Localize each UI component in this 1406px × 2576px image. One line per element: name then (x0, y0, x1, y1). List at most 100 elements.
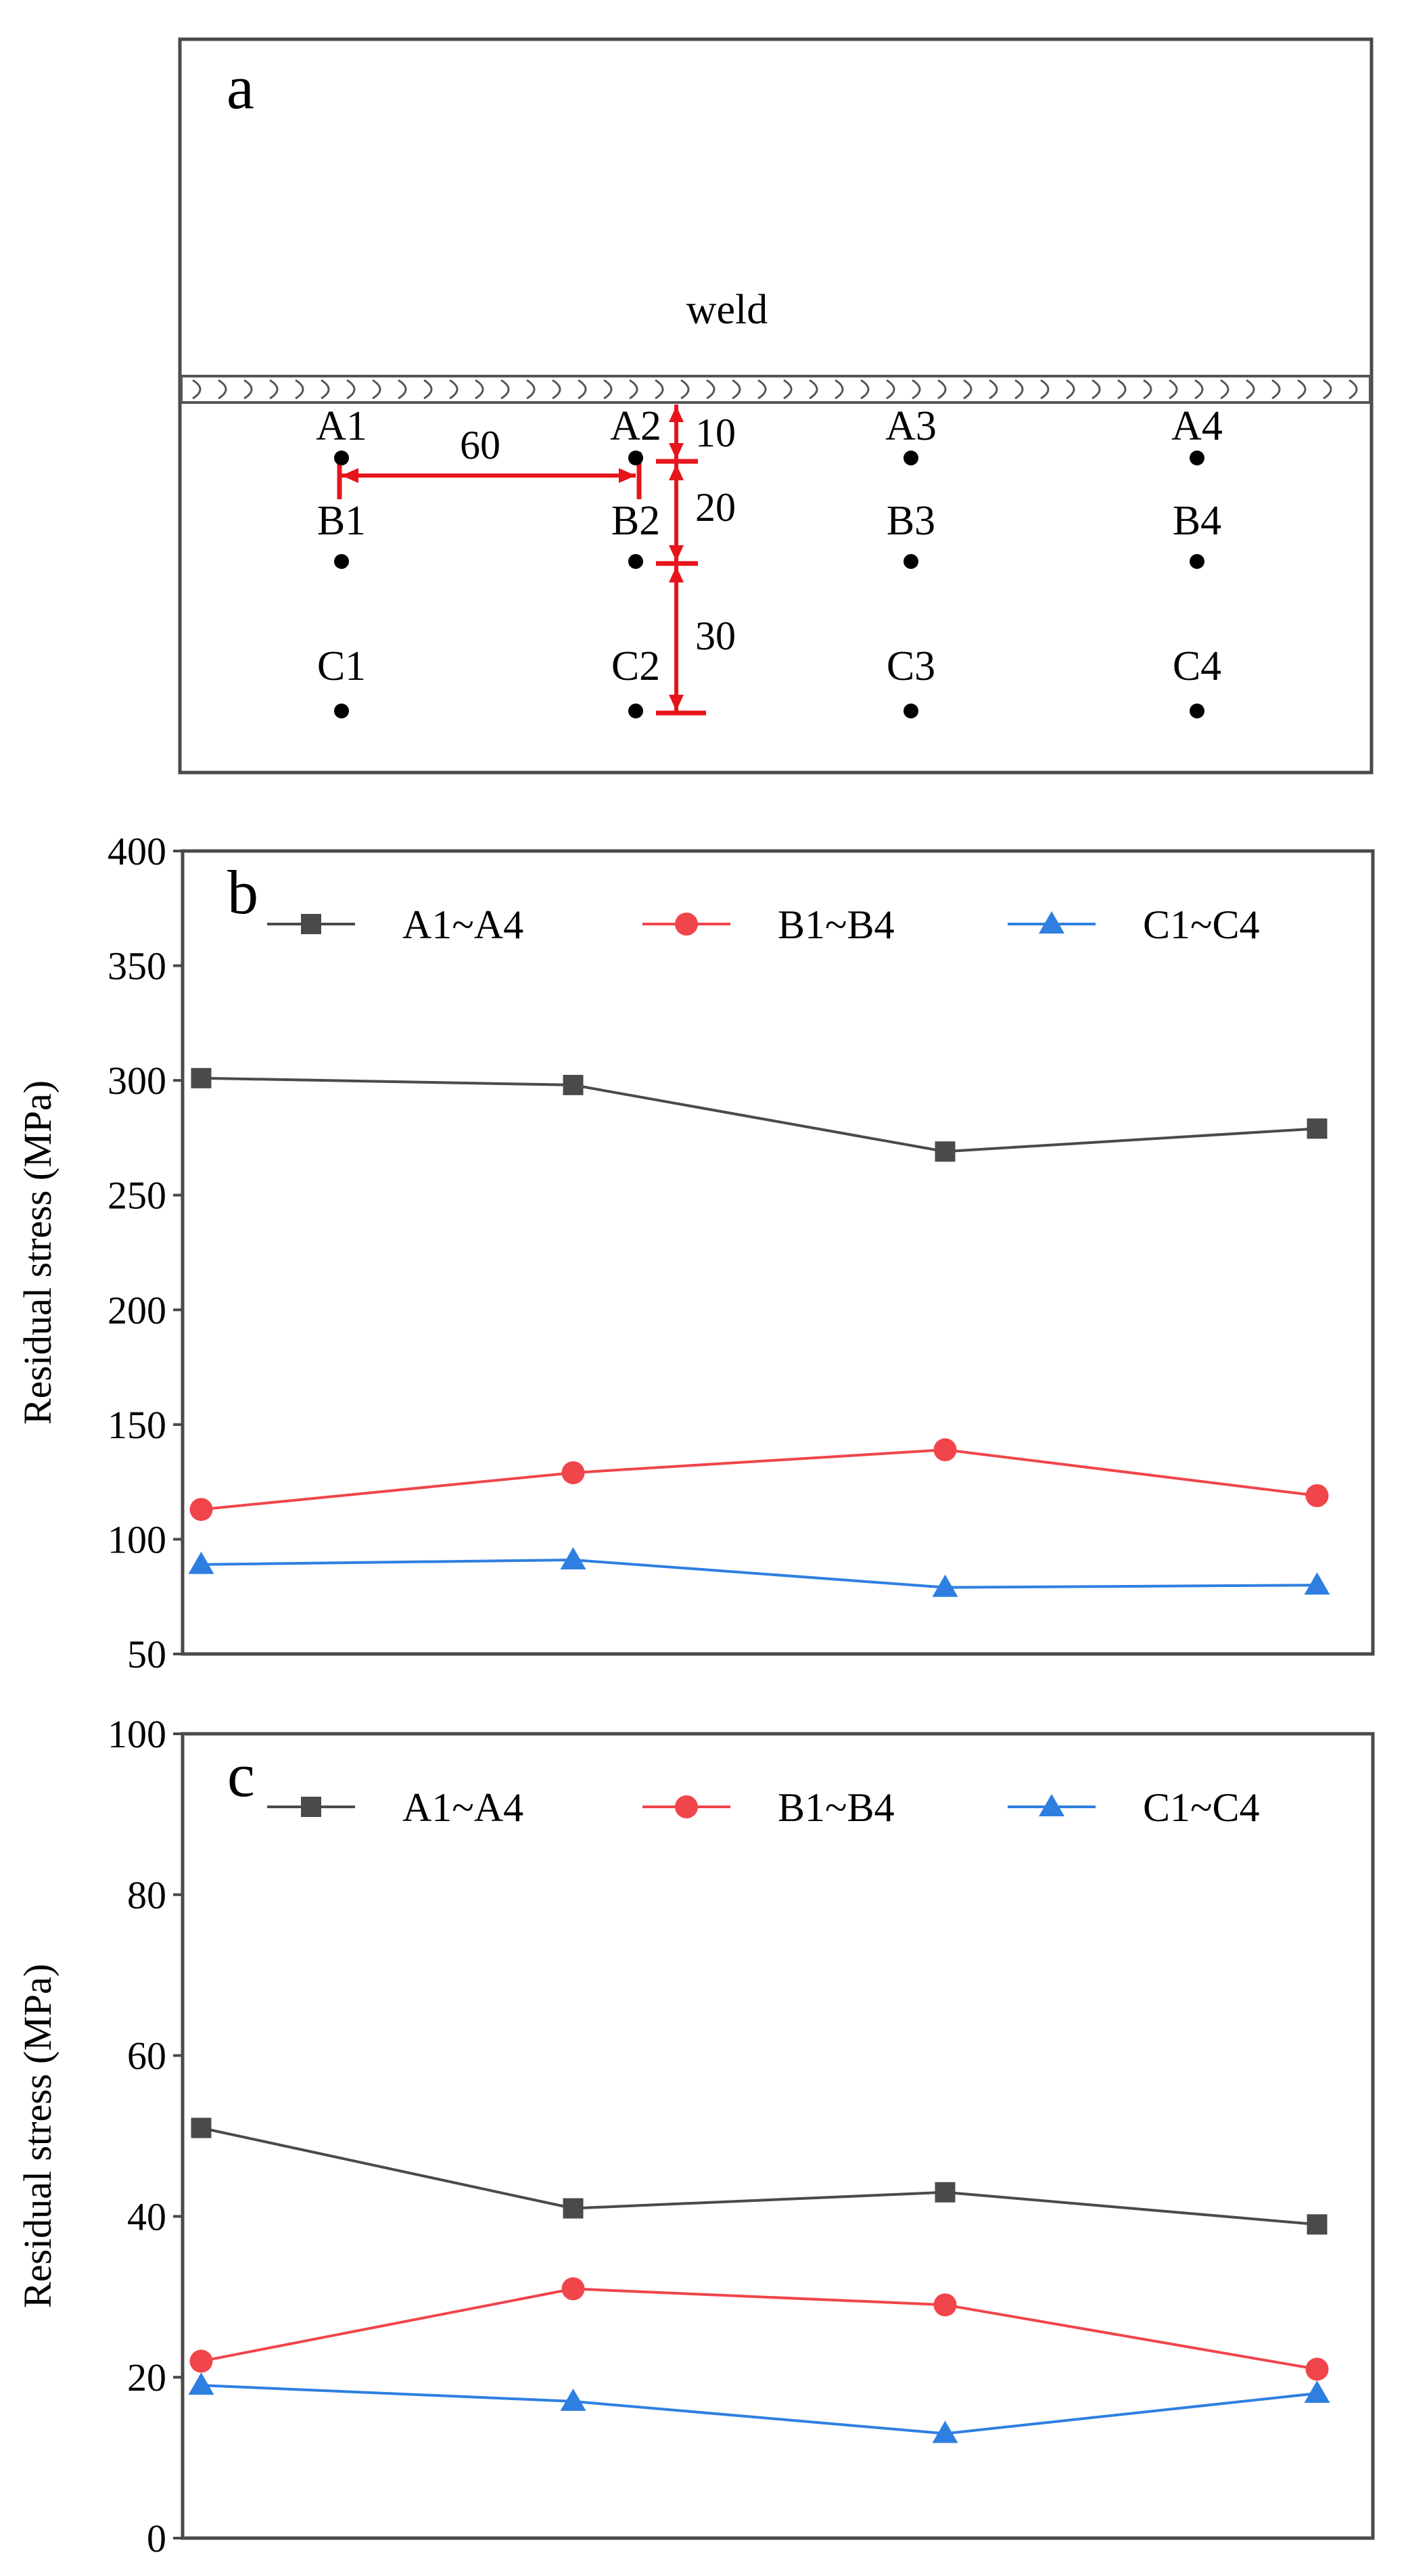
point-label-b3: B3 (887, 498, 935, 544)
point-label-b2: B2 (611, 498, 660, 544)
point-dot-a1 (334, 451, 349, 465)
point-label-a3: A3 (885, 403, 937, 449)
weld-ripple (1220, 379, 1229, 400)
series-line (201, 2126, 1317, 2226)
series-line (201, 2287, 1317, 2371)
data-point (563, 1074, 584, 1095)
weld-ripple (860, 379, 870, 400)
data-point (1305, 2358, 1329, 2381)
weld-ripple (1040, 379, 1050, 400)
point-dot-c4 (1190, 704, 1204, 718)
weld-band (180, 375, 1372, 404)
data-point (188, 2372, 214, 2395)
weld-ripple (1169, 379, 1178, 400)
chart-panel-c: 0 20 40 60 80 100 Residual stress (MPa) c A1~A4 B… (16, 1712, 1375, 2560)
legend-marker (675, 1795, 698, 1818)
weld-ripple-pattern (192, 379, 1358, 400)
data-point (1304, 2380, 1330, 2403)
y-tick-label: 300 (108, 1059, 166, 1103)
data-point (935, 1141, 956, 1162)
weld-ripple (1271, 379, 1281, 400)
weld-ripple (655, 379, 664, 400)
weld-ripple (1117, 379, 1127, 400)
series-line (201, 2384, 1317, 2435)
data-point (188, 1551, 214, 1574)
weld-bead (180, 375, 1372, 404)
legend-label: C1~C4 (1143, 1785, 1260, 1830)
weld-ripple (1323, 379, 1332, 400)
legend-label: A1~A4 (402, 1785, 523, 1830)
plot-frame (181, 849, 1375, 1656)
data-point (189, 1498, 213, 1521)
y-tick-label: 250 (108, 1174, 166, 1218)
data-point (191, 1067, 212, 1088)
dim-60-arrow-left (342, 468, 358, 483)
dim-30-arrow-up (669, 566, 684, 582)
y-tick-label: 400 (108, 829, 166, 873)
point-label-b1: B1 (317, 498, 366, 544)
point-label-a2: A2 (610, 403, 661, 449)
point-label-c2: C2 (611, 643, 660, 689)
weld-ripple (243, 379, 253, 400)
weld-ripple (912, 379, 921, 400)
y-tick-label: 200 (108, 1288, 166, 1332)
data-point (560, 2388, 586, 2411)
legend-label: B1~B4 (778, 1785, 895, 1830)
weld-ripple (783, 379, 793, 400)
weld-ripple (423, 379, 433, 400)
point-dot-c2 (628, 704, 643, 718)
weld-ripple (552, 379, 561, 400)
weld-ripple (757, 379, 767, 400)
y-axis-label: Residual stress (MPa) (16, 1964, 60, 2308)
weld-ripple (192, 379, 202, 400)
point-label-c3: C3 (887, 643, 935, 689)
weld-ripple (886, 379, 895, 400)
data-point (561, 1461, 585, 1485)
dimension-annotations (337, 405, 706, 716)
weld-ripple (963, 379, 973, 400)
point-dot-a3 (904, 451, 918, 465)
weld-ripple (1092, 379, 1101, 400)
point-dot-b2 (628, 554, 643, 569)
weld-ripple (295, 379, 304, 400)
weld-label: weld (686, 287, 768, 333)
weld-ripple (321, 379, 330, 400)
weld-ripple (500, 379, 510, 400)
panel-a-schematic: a weld 60 10 (178, 37, 1374, 775)
dim-20-label: 20 (695, 485, 736, 530)
data-point (563, 2198, 584, 2219)
series-line (201, 1558, 1317, 1589)
series-line (201, 1448, 1317, 1511)
dim-10-arrow-down (669, 443, 684, 459)
dim-20-arrow-down (669, 545, 684, 561)
weld-ripple (1194, 379, 1204, 400)
plot-frame (181, 1732, 1375, 2540)
legend-label: A1~A4 (402, 902, 523, 947)
weld-ripple (578, 379, 587, 400)
data-point (189, 2349, 213, 2373)
weld-ripple (475, 379, 484, 400)
y-tick-label: 100 (108, 1517, 166, 1561)
chart-panel-b: 50 100 150 200 250 300 350 400 Residual stress (… (16, 829, 1375, 1676)
point-dot-b4 (1190, 554, 1204, 569)
data-point (932, 2420, 958, 2443)
weld-ripple (372, 379, 381, 400)
y-tick-label: 100 (108, 1712, 166, 1756)
y-tick-label: 80 (127, 1873, 166, 1917)
point-dot-a4 (1190, 451, 1204, 465)
dim-20-arrow-up (669, 464, 684, 480)
legend-marker (1039, 1794, 1064, 1816)
y-tick-label: 50 (127, 1632, 166, 1676)
weld-ripple (1014, 379, 1024, 400)
point-label-a4: A4 (1171, 403, 1223, 449)
data-point (1304, 1572, 1330, 1595)
y-tick-label: 0 (147, 2516, 166, 2560)
weld-ripple (1246, 379, 1255, 400)
data-point (933, 2293, 957, 2317)
data-point (1307, 2214, 1328, 2235)
weld-ripple (398, 379, 407, 400)
dim-10-label: 10 (695, 411, 736, 455)
panel-label: b (227, 858, 258, 927)
point-dot-c3 (904, 704, 918, 718)
